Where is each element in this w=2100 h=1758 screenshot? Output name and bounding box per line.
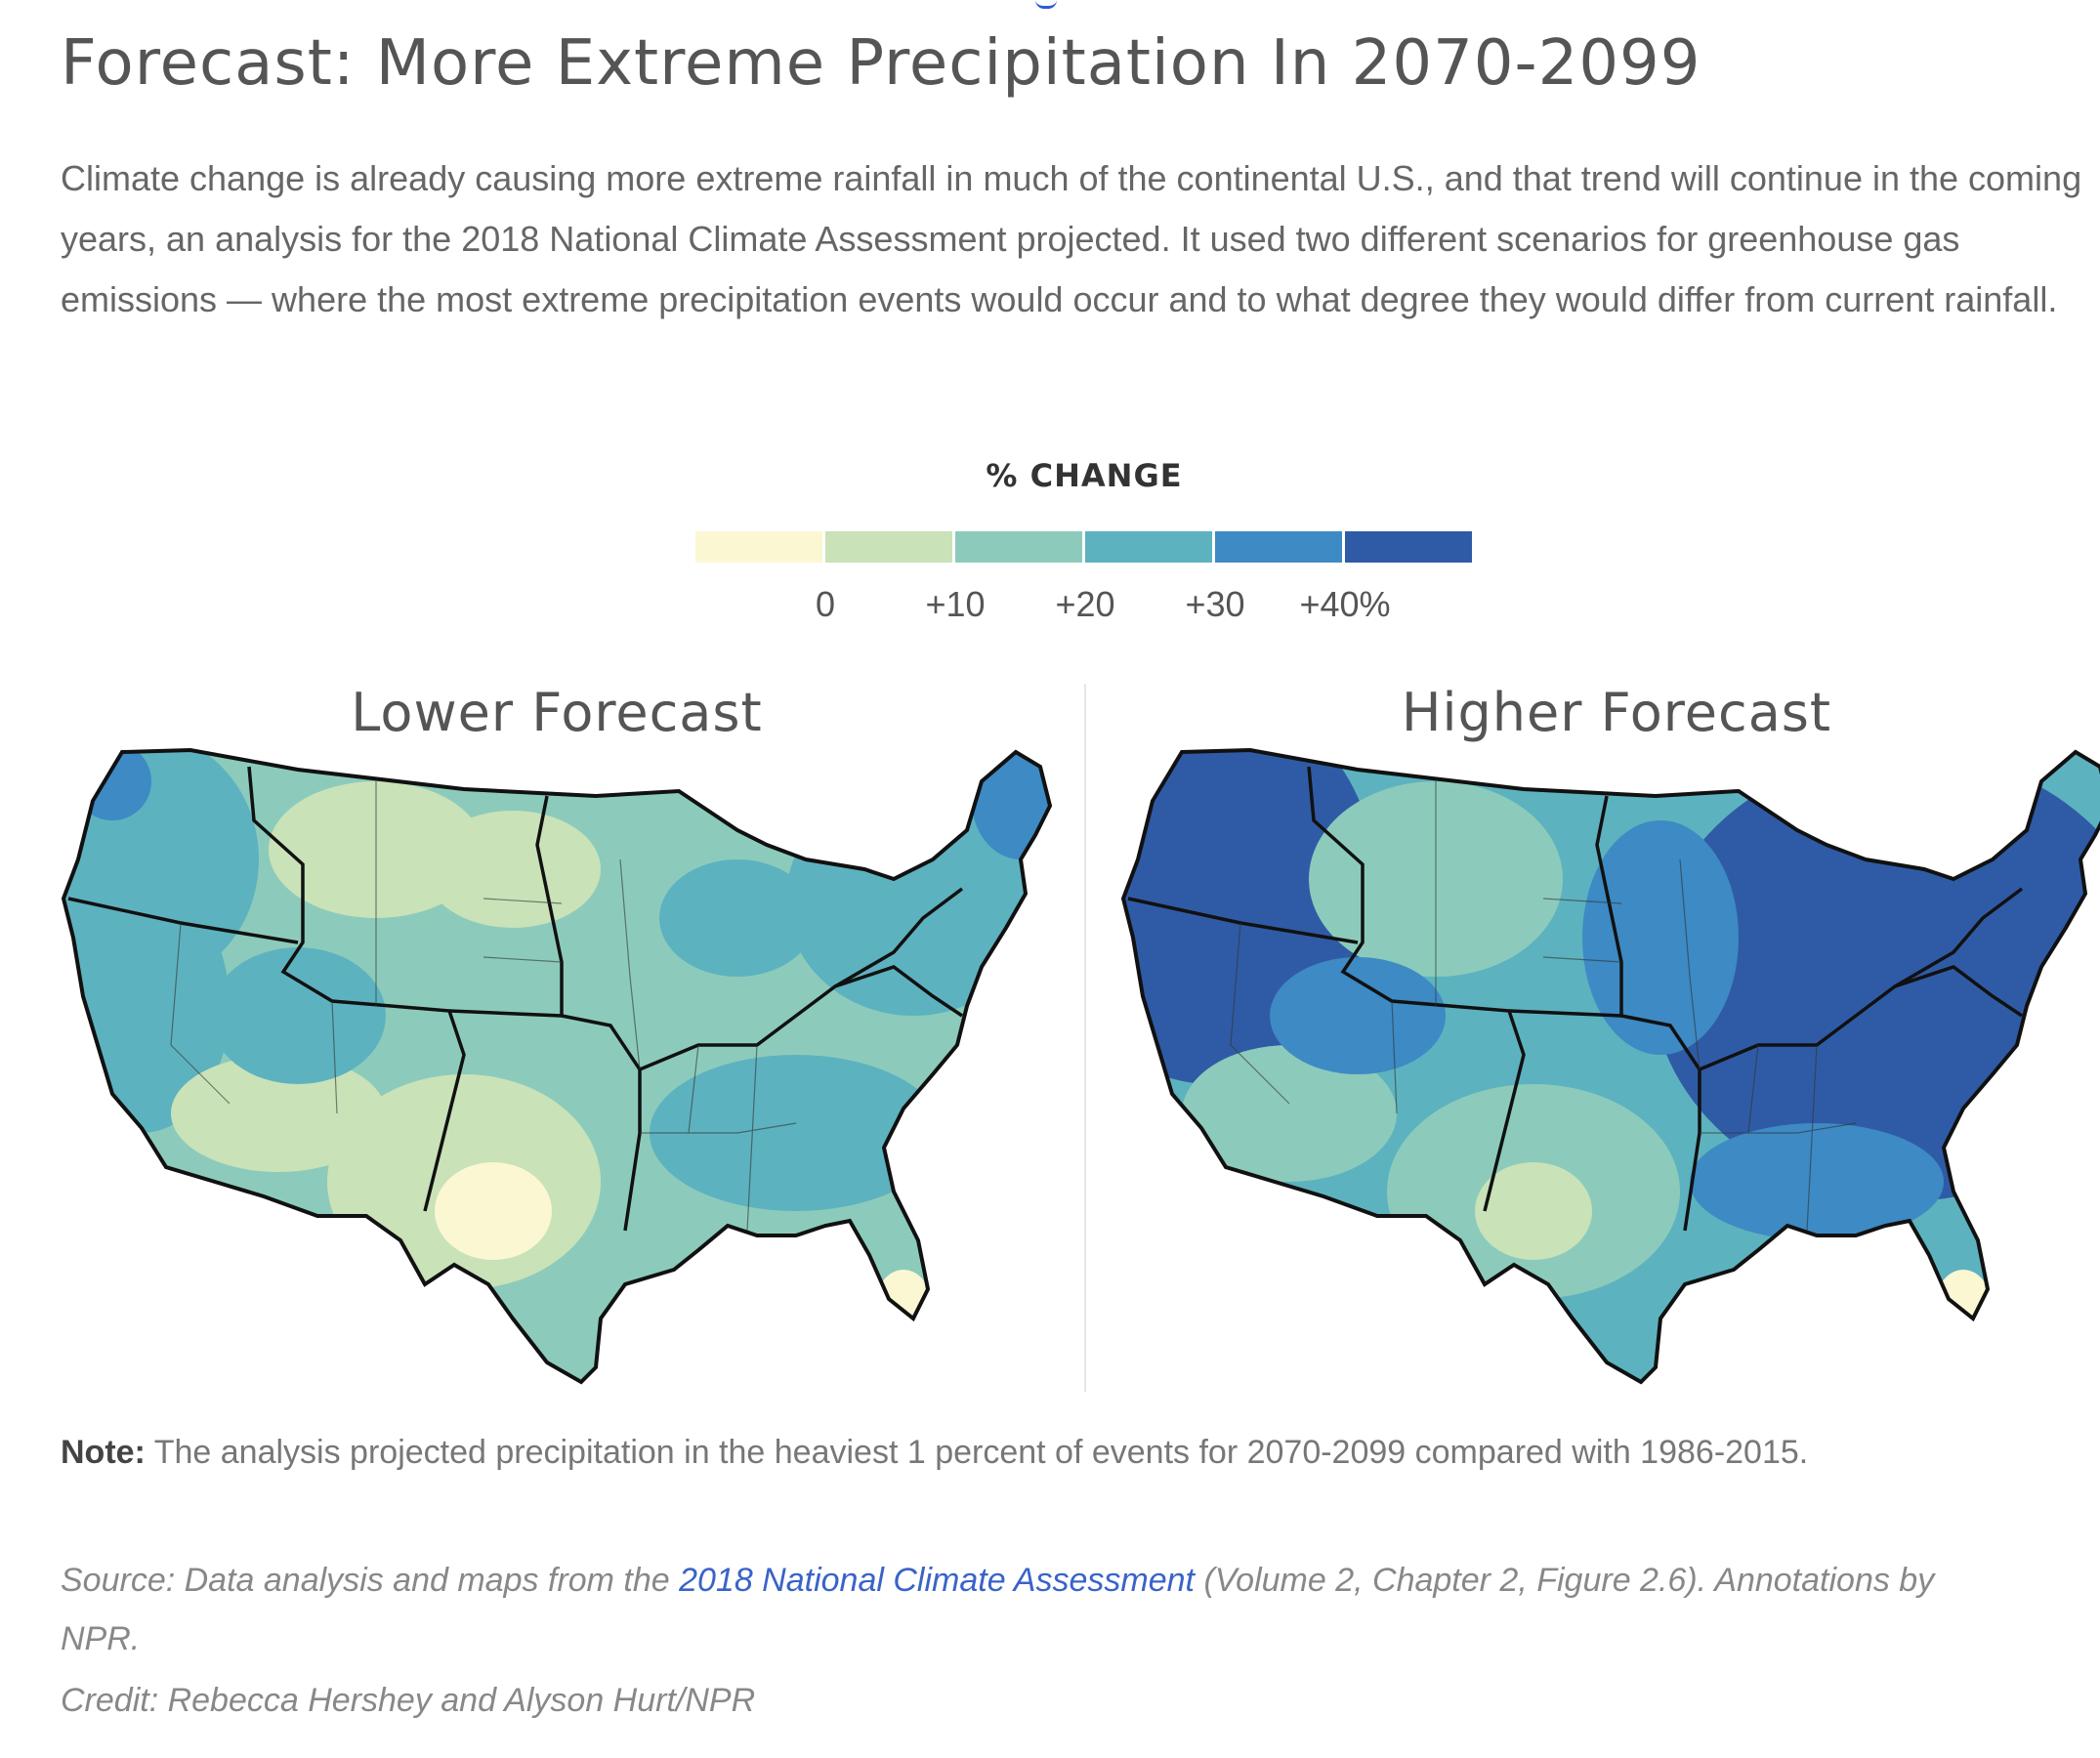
top-accent-mark: [1035, 0, 1057, 9]
map-divider: [1084, 684, 1086, 1392]
source: Source: Data analysis and maps from the …: [61, 1551, 2014, 1668]
legend-tick: +30: [1185, 584, 1245, 624]
note-label: Note:: [61, 1434, 146, 1471]
source-prefix: Source: Data analysis and maps from the: [61, 1562, 670, 1599]
legend-swatch: [695, 531, 822, 563]
page-title: Forecast: More Extreme Precipitation In …: [61, 27, 1701, 100]
legend-tick: 0: [815, 584, 836, 624]
intro-paragraph: Climate change is already causing more e…: [61, 158, 2082, 319]
note-text: The analysis projected precipitation in …: [153, 1434, 1809, 1471]
legend-tick: +20: [1055, 584, 1115, 624]
legend-tick: +10: [925, 584, 986, 624]
legend-swatch: [1345, 531, 1472, 563]
legend-title: % CHANGE: [986, 457, 1183, 494]
higher-forecast-map: [1120, 747, 2100, 1385]
credit: Credit: Rebecca Hershey and Alyson Hurt/…: [61, 1682, 756, 1719]
legend-swatch: [1085, 531, 1212, 563]
legend-swatch: [955, 531, 1082, 563]
source-link[interactable]: 2018 National Climate Assessment: [679, 1562, 1195, 1599]
legend-swatch: [1215, 531, 1342, 563]
note: Note: The analysis projected precipitati…: [61, 1434, 1808, 1472]
higher-forecast-title: Higher Forecast: [1401, 682, 1832, 743]
lower-forecast-map: [61, 747, 1053, 1385]
source-suffix: (Volume 2, Chapter 2, Figure 2.6). Annot…: [61, 1562, 1935, 1657]
color-legend: % CHANGE 0 +10 +20 +30 +40%: [684, 451, 1758, 637]
legend-swatch: [825, 531, 952, 563]
lower-forecast-title: Lower Forecast: [351, 682, 763, 743]
legend-tick: +40%: [1299, 584, 1391, 624]
